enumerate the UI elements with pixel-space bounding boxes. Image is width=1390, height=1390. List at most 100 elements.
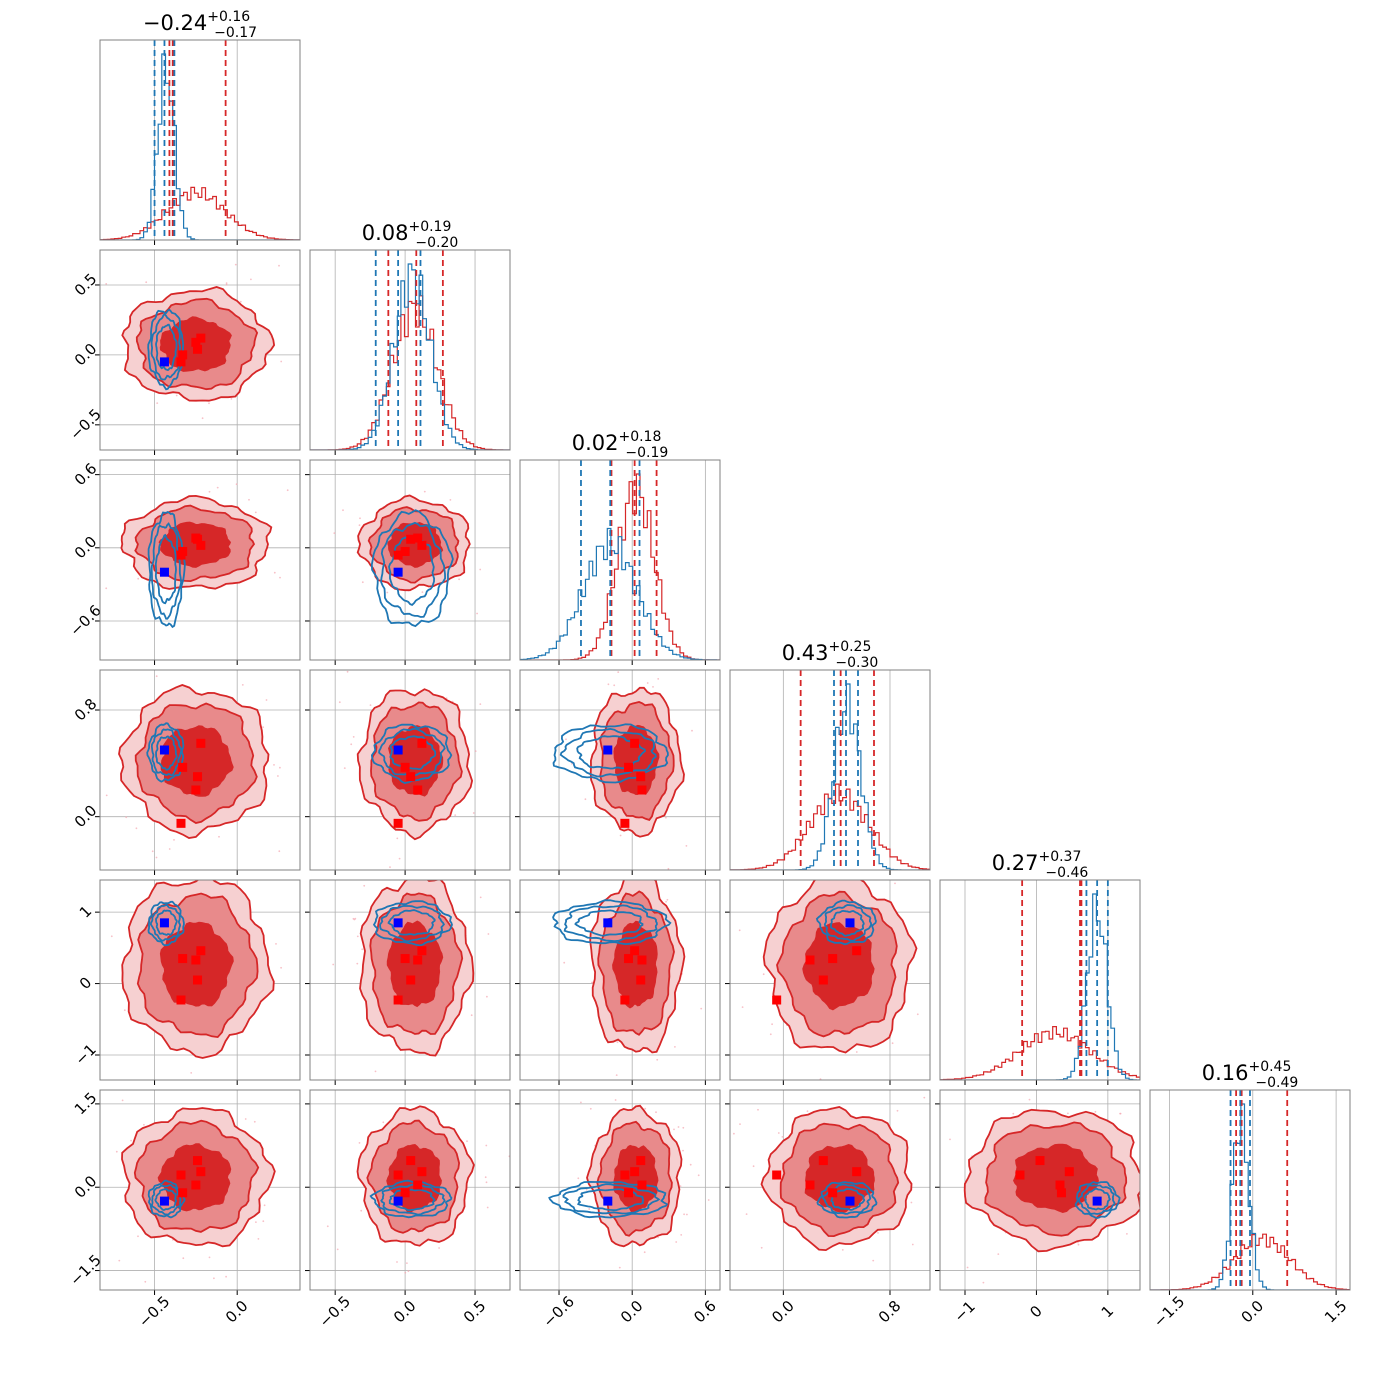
scatter-point xyxy=(454,814,457,816)
scatter-point xyxy=(201,861,203,863)
scatter-point xyxy=(389,866,391,868)
blue-contour-2 xyxy=(369,1179,453,1219)
scatter-point xyxy=(616,1041,619,1044)
red-marker xyxy=(400,954,410,964)
scatter-point xyxy=(675,1241,678,1243)
scatter-point xyxy=(137,1235,139,1238)
red-marker xyxy=(196,946,206,956)
scatter-point xyxy=(613,666,615,668)
red-marker xyxy=(393,818,403,828)
red-marker xyxy=(624,1188,634,1198)
scatter-point xyxy=(225,282,228,284)
scatter-point xyxy=(752,1165,755,1168)
blue-contour-1 xyxy=(150,728,183,777)
scatter-point xyxy=(910,1201,913,1204)
blue-contour-0 xyxy=(154,533,177,605)
scatter-point xyxy=(923,1096,926,1099)
blue-contour-1 xyxy=(380,1183,446,1216)
scatter-point xyxy=(945,1012,947,1014)
scatter-point xyxy=(580,1101,582,1104)
blue-contour-0 xyxy=(1083,1187,1111,1211)
x-tick-label: 0.8 xyxy=(875,1297,905,1327)
panel-content xyxy=(100,861,300,1080)
scatter-point xyxy=(879,851,881,853)
scatter-point xyxy=(646,682,649,684)
scatter-point xyxy=(279,576,281,579)
scatter-point xyxy=(1151,1210,1153,1212)
scatter-point xyxy=(479,896,482,899)
red-marker xyxy=(406,534,416,544)
scatter-point xyxy=(235,483,238,486)
scatter-point xyxy=(265,699,268,701)
scatter-point xyxy=(280,360,283,363)
scatter-point xyxy=(130,1139,132,1142)
blue-contour-0 xyxy=(389,735,437,771)
histogram-red xyxy=(100,186,300,240)
red-marker xyxy=(178,1188,188,1198)
red-marker xyxy=(193,1156,203,1166)
scatter-point xyxy=(278,850,281,853)
blue-contour-1 xyxy=(562,1183,661,1215)
panel-frame xyxy=(519,879,721,1081)
red-marker xyxy=(178,954,188,964)
scatter-point xyxy=(105,283,108,285)
x-tick-label: 0.6 xyxy=(690,1297,720,1327)
scatter-point xyxy=(97,240,99,242)
x-tick-label: 0.5 xyxy=(460,1297,490,1327)
scatter-point xyxy=(273,571,276,574)
panel-3-2 xyxy=(515,666,721,875)
histogram-red xyxy=(730,783,930,870)
scatter-point xyxy=(213,1277,215,1280)
scatter-point xyxy=(617,671,620,673)
histogram-blue xyxy=(100,53,300,240)
blue-contour-1 xyxy=(150,312,182,381)
scatter-point xyxy=(733,1132,735,1135)
blue-contour-0 xyxy=(155,909,178,936)
red-marker xyxy=(393,550,403,560)
scatter-point xyxy=(655,1111,657,1114)
blue-contour-1 xyxy=(823,904,873,942)
scatter-point xyxy=(396,1261,398,1263)
panel-frame xyxy=(99,669,301,871)
red-marker xyxy=(1035,1156,1045,1166)
panel-title: 0.16+0.45 −0.49 xyxy=(1202,1059,1299,1091)
y-tick-label: 1 xyxy=(76,902,95,921)
red-contour-2 xyxy=(802,922,875,1011)
panel-content xyxy=(310,880,510,1080)
scatter-point xyxy=(201,417,204,420)
panel-frame xyxy=(1149,1089,1351,1291)
scatter-point xyxy=(250,278,252,281)
red-marker xyxy=(406,975,416,985)
red-marker xyxy=(805,955,815,965)
scatter-point xyxy=(762,973,765,976)
scatter-point xyxy=(778,1114,780,1116)
scatter-point xyxy=(841,1249,844,1251)
red-marker xyxy=(417,738,427,748)
scatter-point xyxy=(257,1238,260,1240)
scatter-point xyxy=(262,1220,265,1223)
x-tick-label: 1.5 xyxy=(1321,1297,1351,1327)
scatter-point xyxy=(891,1042,894,1045)
scatter-point xyxy=(218,835,220,838)
y-tick-label: 0.8 xyxy=(71,695,101,725)
scatter-point xyxy=(629,875,631,877)
diag-panel-3: 0.43+0.25 −0.30 xyxy=(729,639,931,875)
scatter-point xyxy=(382,1121,385,1124)
red-marker xyxy=(413,533,423,543)
blue-contour-0 xyxy=(388,1188,436,1212)
panel-frame xyxy=(729,1089,931,1291)
scatter-point xyxy=(911,1297,913,1299)
diag-panel-4: 0.27+0.37 −0.46 xyxy=(939,849,1141,1085)
red-marker xyxy=(193,975,203,985)
scatter-point xyxy=(125,816,128,819)
scatter-point xyxy=(248,498,250,501)
scatter-point xyxy=(641,1101,643,1103)
scatter-point xyxy=(353,918,356,921)
scatter-point xyxy=(691,729,693,732)
scatter-point xyxy=(487,933,490,935)
blue-contour-2 xyxy=(147,308,186,391)
scatter-point xyxy=(862,1062,864,1064)
scatter-point xyxy=(1077,1243,1080,1246)
red-marker xyxy=(624,762,634,772)
